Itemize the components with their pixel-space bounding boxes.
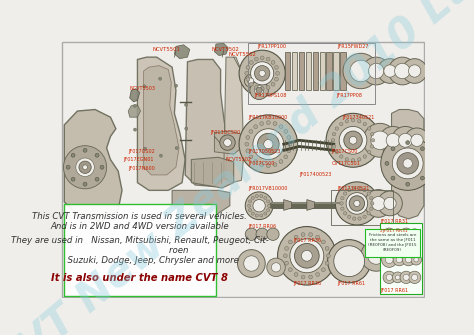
Circle shape bbox=[371, 202, 374, 205]
Circle shape bbox=[363, 155, 366, 158]
Circle shape bbox=[371, 139, 375, 142]
Polygon shape bbox=[214, 131, 241, 154]
Circle shape bbox=[239, 115, 298, 174]
Circle shape bbox=[256, 228, 268, 241]
Circle shape bbox=[247, 78, 254, 84]
Circle shape bbox=[365, 190, 392, 217]
Circle shape bbox=[402, 254, 415, 266]
Circle shape bbox=[249, 130, 253, 133]
Circle shape bbox=[95, 153, 99, 157]
Circle shape bbox=[367, 150, 371, 154]
Circle shape bbox=[76, 158, 94, 177]
Bar bbox=[285, 52, 290, 90]
Circle shape bbox=[385, 256, 393, 264]
Circle shape bbox=[245, 192, 273, 220]
Text: JFR17PP100: JFR17PP100 bbox=[257, 44, 286, 49]
Circle shape bbox=[144, 147, 146, 150]
Circle shape bbox=[271, 82, 275, 86]
Circle shape bbox=[248, 200, 252, 203]
Circle shape bbox=[273, 163, 277, 166]
Circle shape bbox=[335, 127, 338, 130]
Circle shape bbox=[409, 271, 421, 283]
Text: JF017N600: JF017N600 bbox=[128, 166, 155, 171]
Circle shape bbox=[266, 209, 270, 212]
Text: JF017EGN01: JF017EGN01 bbox=[124, 157, 154, 162]
Text: JFR017VB10000: JFR017VB10000 bbox=[248, 186, 288, 191]
Circle shape bbox=[246, 77, 250, 81]
Circle shape bbox=[255, 66, 270, 81]
Circle shape bbox=[347, 188, 351, 192]
Circle shape bbox=[274, 77, 278, 81]
Polygon shape bbox=[284, 200, 292, 210]
Circle shape bbox=[357, 120, 361, 123]
Circle shape bbox=[255, 57, 258, 61]
Circle shape bbox=[332, 132, 336, 136]
Circle shape bbox=[260, 122, 264, 126]
Circle shape bbox=[341, 197, 344, 200]
Circle shape bbox=[389, 57, 416, 85]
Text: JF017 RR31: JF017 RR31 bbox=[380, 219, 408, 224]
Circle shape bbox=[395, 63, 410, 79]
Circle shape bbox=[239, 50, 285, 96]
Circle shape bbox=[174, 84, 178, 87]
Circle shape bbox=[249, 82, 253, 86]
Circle shape bbox=[260, 214, 263, 217]
Circle shape bbox=[339, 155, 343, 158]
Circle shape bbox=[316, 273, 319, 276]
Circle shape bbox=[260, 87, 264, 91]
Polygon shape bbox=[214, 43, 228, 56]
Circle shape bbox=[392, 241, 404, 253]
Circle shape bbox=[411, 134, 423, 146]
Circle shape bbox=[325, 261, 329, 265]
Circle shape bbox=[266, 200, 270, 203]
Circle shape bbox=[358, 187, 361, 190]
Circle shape bbox=[272, 263, 281, 272]
Circle shape bbox=[383, 228, 395, 241]
Circle shape bbox=[412, 232, 417, 237]
Circle shape bbox=[321, 268, 325, 272]
Circle shape bbox=[64, 146, 107, 189]
Circle shape bbox=[409, 229, 420, 240]
Bar bbox=[247, 43, 374, 104]
Circle shape bbox=[391, 176, 395, 180]
Circle shape bbox=[256, 87, 262, 93]
Circle shape bbox=[266, 164, 270, 168]
Circle shape bbox=[237, 250, 265, 277]
Bar bbox=[327, 52, 332, 90]
Circle shape bbox=[224, 139, 231, 146]
Circle shape bbox=[326, 113, 380, 167]
Circle shape bbox=[83, 148, 87, 152]
Circle shape bbox=[301, 275, 305, 279]
Polygon shape bbox=[144, 66, 179, 175]
Text: JF017 RR61: JF017 RR61 bbox=[337, 281, 366, 286]
Text: JFR15FWD27: JFR15FWD27 bbox=[337, 44, 369, 49]
Circle shape bbox=[396, 257, 402, 263]
Text: NCVT5502: NCVT5502 bbox=[211, 47, 239, 52]
Circle shape bbox=[345, 120, 348, 123]
Circle shape bbox=[251, 196, 255, 199]
Circle shape bbox=[134, 128, 137, 131]
Bar bbox=[306, 52, 311, 90]
Circle shape bbox=[350, 60, 372, 82]
Circle shape bbox=[386, 274, 392, 280]
Circle shape bbox=[381, 136, 435, 190]
Circle shape bbox=[379, 126, 407, 154]
Circle shape bbox=[384, 241, 395, 252]
Circle shape bbox=[246, 149, 250, 153]
Polygon shape bbox=[191, 157, 234, 188]
Circle shape bbox=[400, 271, 412, 283]
Text: 2JF017 RR31: 2JF017 RR31 bbox=[380, 229, 408, 233]
Circle shape bbox=[347, 215, 351, 218]
Circle shape bbox=[260, 56, 264, 60]
Circle shape bbox=[420, 176, 424, 180]
Text: JF017400523: JF017400523 bbox=[299, 173, 331, 178]
Text: JF017CS00: JF017CS00 bbox=[248, 161, 275, 166]
Circle shape bbox=[175, 146, 178, 149]
Circle shape bbox=[363, 188, 366, 192]
Circle shape bbox=[353, 187, 356, 190]
Circle shape bbox=[405, 128, 429, 153]
Polygon shape bbox=[185, 59, 228, 187]
Circle shape bbox=[251, 62, 273, 85]
Circle shape bbox=[362, 57, 390, 85]
